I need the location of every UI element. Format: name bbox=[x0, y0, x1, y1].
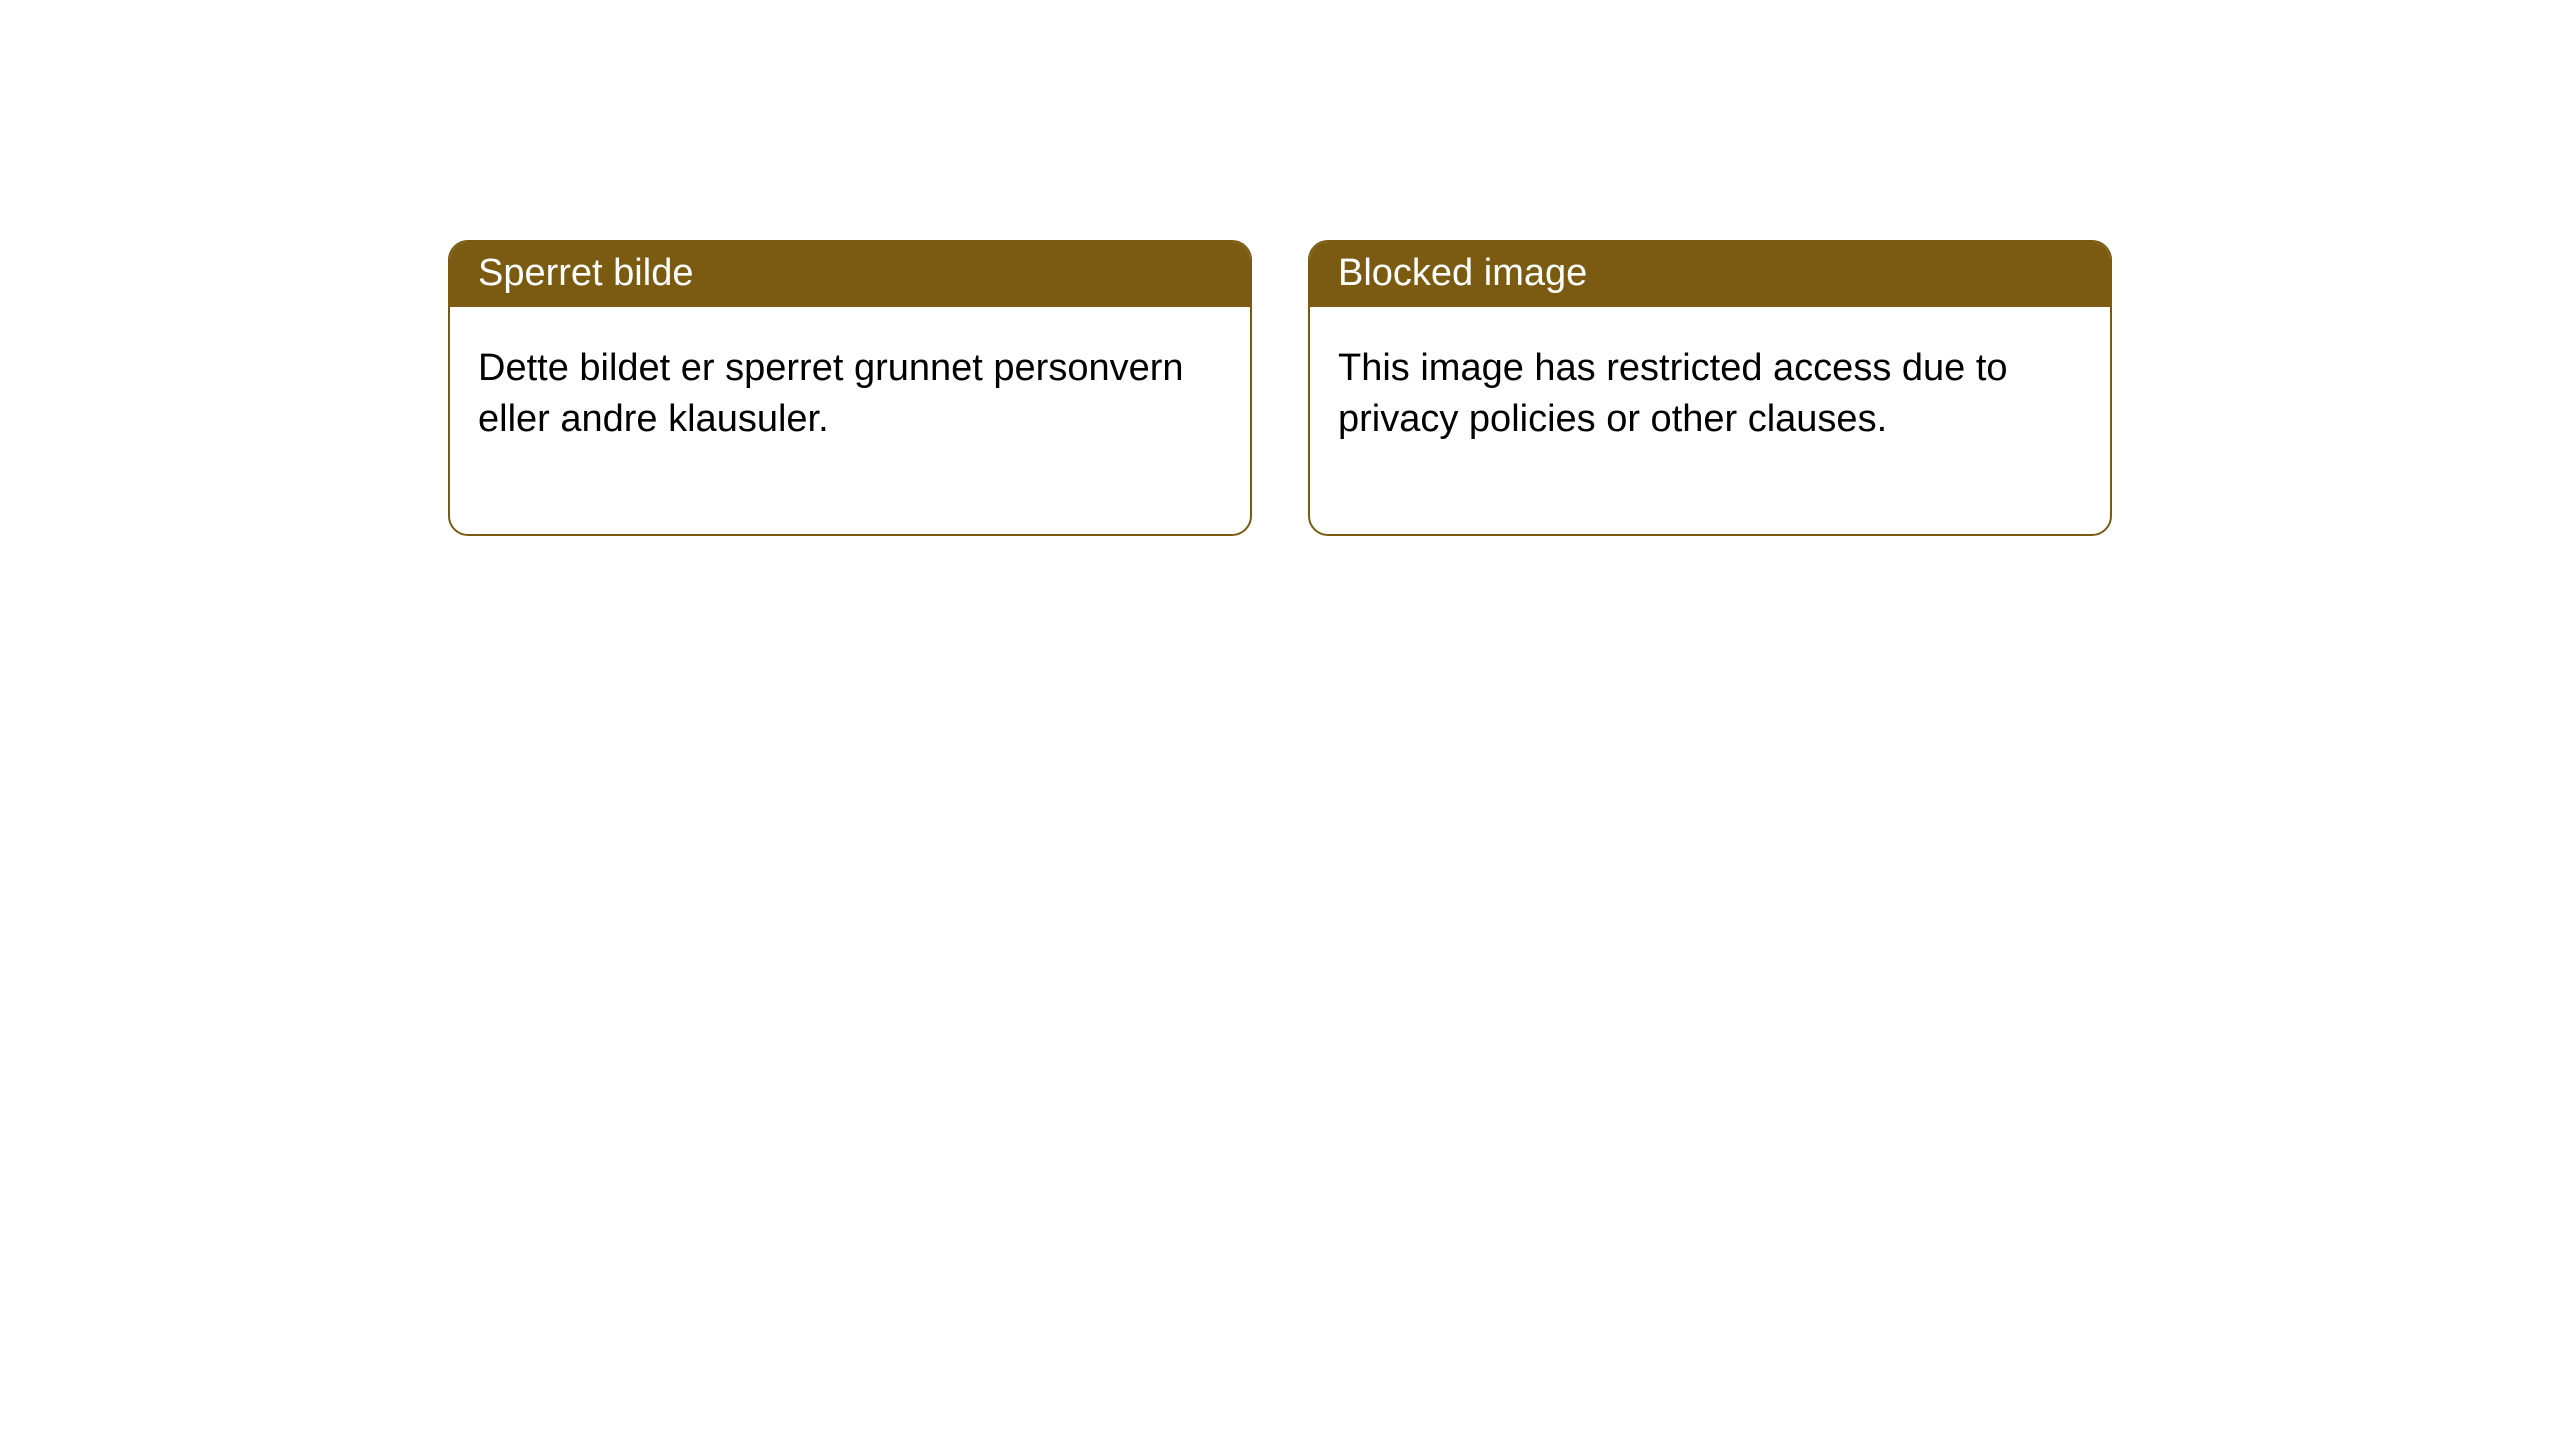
notice-container: Sperret bilde Dette bildet er sperret gr… bbox=[0, 0, 2560, 536]
blocked-image-card-norwegian: Sperret bilde Dette bildet er sperret gr… bbox=[448, 240, 1252, 536]
card-header-english: Blocked image bbox=[1310, 242, 2110, 307]
blocked-image-card-english: Blocked image This image has restricted … bbox=[1308, 240, 2112, 536]
card-body-text: This image has restricted access due to … bbox=[1338, 347, 2008, 440]
card-body-text: Dette bildet er sperret grunnet personve… bbox=[478, 347, 1184, 440]
card-body-english: This image has restricted access due to … bbox=[1310, 307, 2110, 534]
card-body-norwegian: Dette bildet er sperret grunnet personve… bbox=[450, 307, 1250, 534]
card-title: Blocked image bbox=[1338, 252, 1587, 294]
card-header-norwegian: Sperret bilde bbox=[450, 242, 1250, 307]
card-title: Sperret bilde bbox=[478, 252, 693, 294]
